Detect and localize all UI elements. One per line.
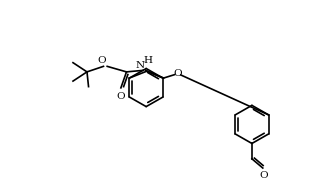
Text: H: H [143,56,152,65]
Text: O: O [97,56,106,64]
Text: O: O [259,171,268,180]
Text: O: O [173,69,182,78]
Text: O: O [117,92,125,100]
Text: N: N [135,61,145,70]
